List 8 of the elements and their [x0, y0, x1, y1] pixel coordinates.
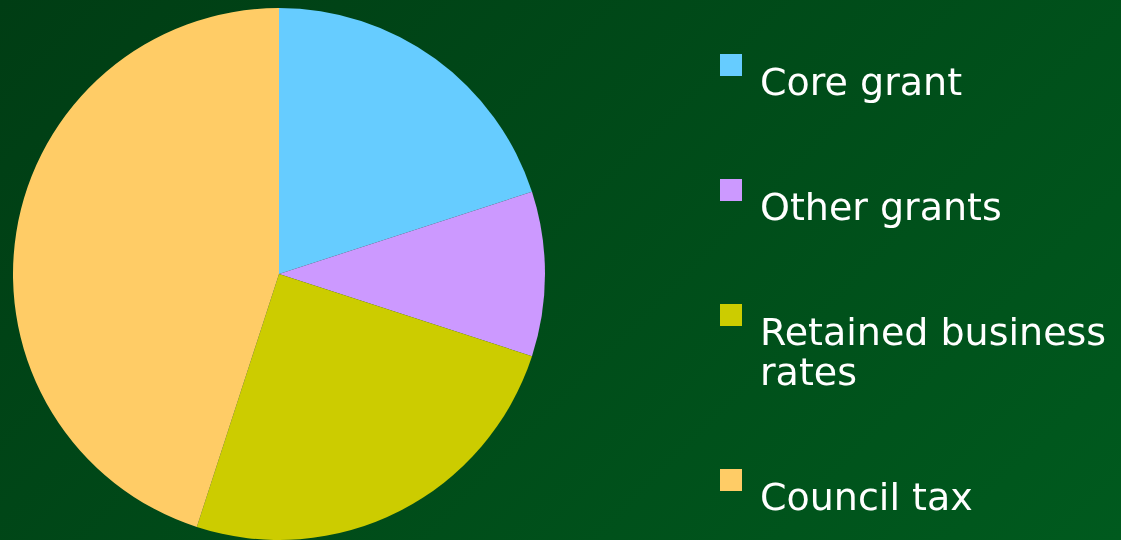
- pie-slice: [196, 274, 532, 540]
- legend-label: Other grants: [760, 185, 1002, 229]
- pie-slice: [279, 191, 545, 357]
- legend-label: Core grant: [760, 60, 963, 104]
- legend-label: Retained business rates: [760, 310, 1107, 394]
- legend-label: Council tax: [760, 475, 973, 519]
- pie-slice: [13, 8, 279, 527]
- pie-slice: [279, 8, 532, 274]
